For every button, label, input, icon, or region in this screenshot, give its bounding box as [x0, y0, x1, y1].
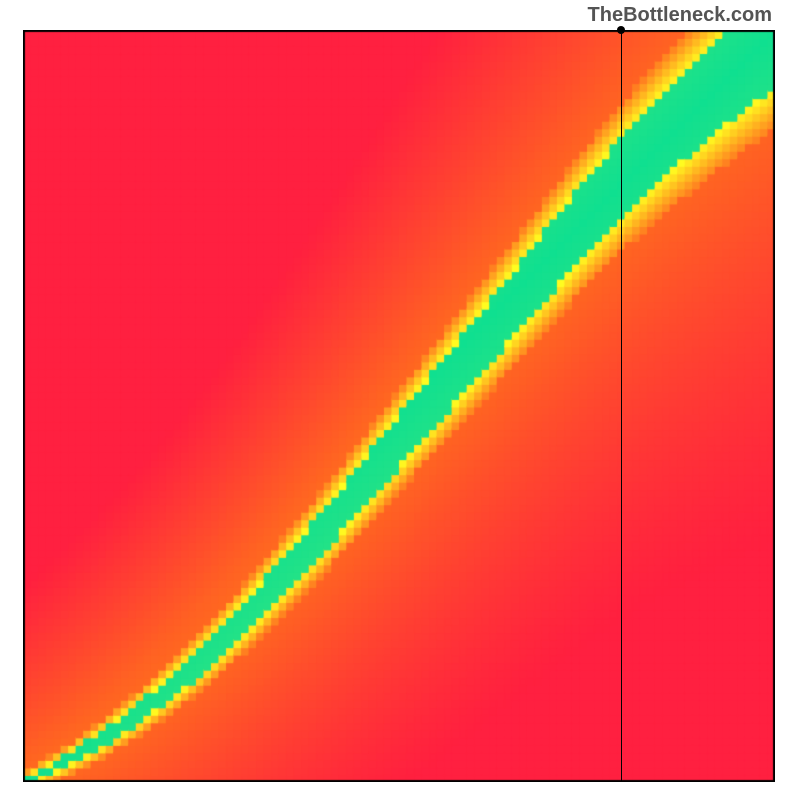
bottleneck-heatmap — [23, 30, 775, 782]
attribution-text: TheBottleneck.com — [588, 4, 772, 27]
heatmap-canvas — [23, 30, 775, 782]
